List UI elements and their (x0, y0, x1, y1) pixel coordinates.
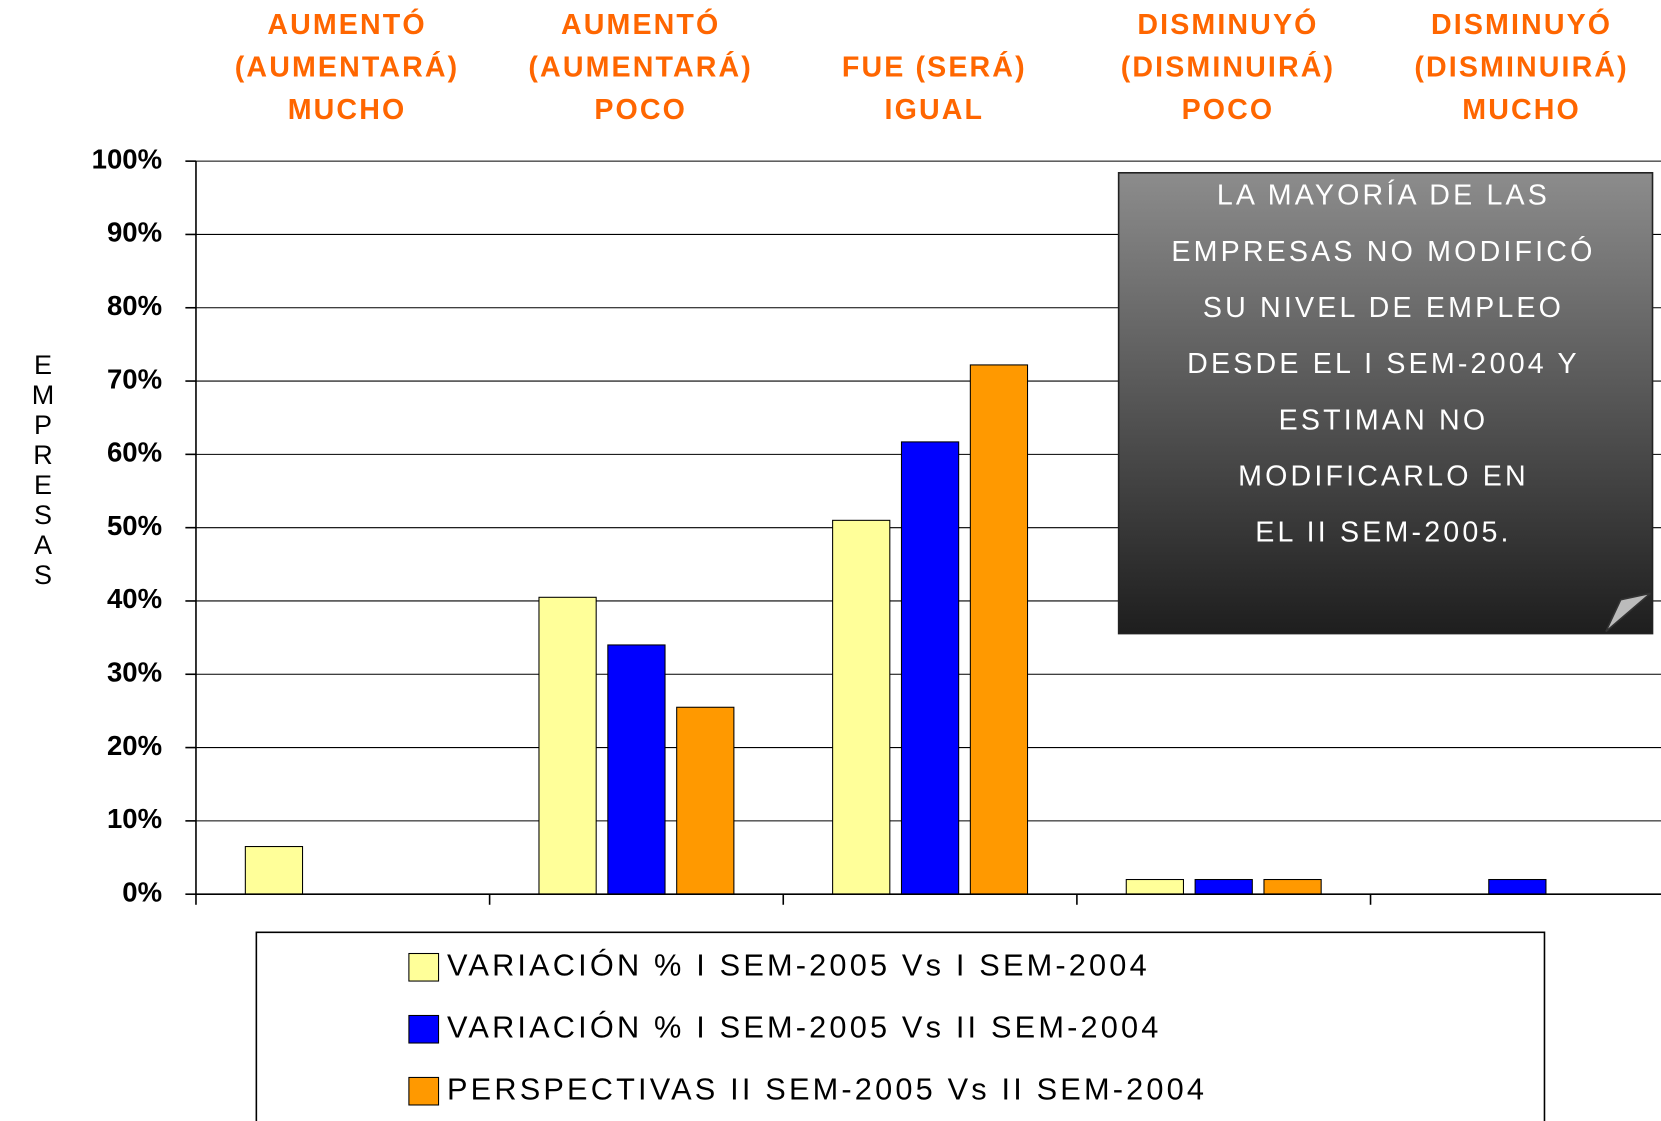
x-tick-label: AUMENTÓ (267, 7, 426, 41)
x-tick-label: (DISMINUIRÁ) (1414, 50, 1628, 84)
x-tick-label: POCO (594, 94, 687, 126)
y-tick-label: 10% (107, 803, 162, 834)
bar (676, 706, 735, 895)
legend-box (255, 931, 1546, 1121)
x-tick-label: FUE (SERÁ) (842, 50, 1027, 84)
bar (538, 596, 597, 895)
x-tick-label: MUCHO (288, 94, 407, 126)
legend-label: VARIACIÓN % I SEM-2005 Vs I SEM-2004 (447, 947, 1150, 982)
annotation-text: EMPRESAS NO MODIFICÓ (1171, 235, 1595, 268)
annotation-text: MODIFICARLO EN (1238, 460, 1529, 492)
x-tick-label: AUMENTÓ (561, 7, 720, 41)
y-tick-label: 70% (107, 363, 162, 394)
bar (1194, 878, 1253, 895)
legend-swatch (408, 1076, 440, 1106)
bar (1263, 878, 1322, 895)
x-tick-label: MUCHO (1462, 94, 1581, 126)
annotation-text: SU NIVEL DE EMPLEO (1203, 292, 1564, 324)
annotation-text: EL II SEM-2005. (1255, 517, 1511, 549)
annotation-text: ESTIMAN NO (1279, 404, 1489, 436)
x-tick-label: POCO (1182, 94, 1275, 126)
x-tick-label: DISMINUYÓ (1137, 7, 1318, 41)
annotation-text: DESDE EL I SEM-2004 Y (1187, 348, 1580, 380)
bar (607, 644, 666, 895)
bar (832, 519, 891, 895)
bar (1488, 878, 1547, 895)
bar (1125, 878, 1184, 895)
annotation-box (1117, 171, 1654, 635)
bar (969, 364, 1029, 895)
y-tick-label: 0% (122, 876, 162, 907)
annotation-text: LA MAYORÍA DE LAS (1217, 179, 1550, 212)
x-tick-label: (AUMENTARÁ) (235, 50, 459, 84)
y-axis-label: EMPRESAS (28, 350, 58, 590)
y-tick-label: 100% (92, 143, 162, 174)
y-tick-label: 20% (107, 730, 162, 761)
y-tick-label: 30% (107, 657, 162, 688)
x-tick-label: DISMINUYÓ (1431, 7, 1612, 41)
y-tick-label: 80% (107, 290, 162, 321)
y-tick-label: 40% (107, 583, 162, 614)
y-tick-label: 90% (107, 217, 162, 248)
y-tick-label: 50% (107, 510, 162, 541)
bar (244, 846, 304, 895)
x-tick-label: (AUMENTARÁ) (528, 50, 752, 84)
legend-swatch (408, 1014, 440, 1044)
y-tick-label: 60% (107, 437, 162, 468)
legend-swatch (408, 952, 440, 982)
legend-label: PERSPECTIVAS II SEM-2005 Vs II SEM-2004 (447, 1071, 1207, 1106)
bar (900, 441, 960, 895)
x-tick-label: IGUAL (885, 94, 985, 126)
x-tick-label: (DISMINUIRÁ) (1121, 50, 1335, 84)
legend-label: VARIACIÓN % I SEM-2005 Vs II SEM-2004 (447, 1009, 1162, 1044)
annotation-fold (1605, 592, 1651, 633)
